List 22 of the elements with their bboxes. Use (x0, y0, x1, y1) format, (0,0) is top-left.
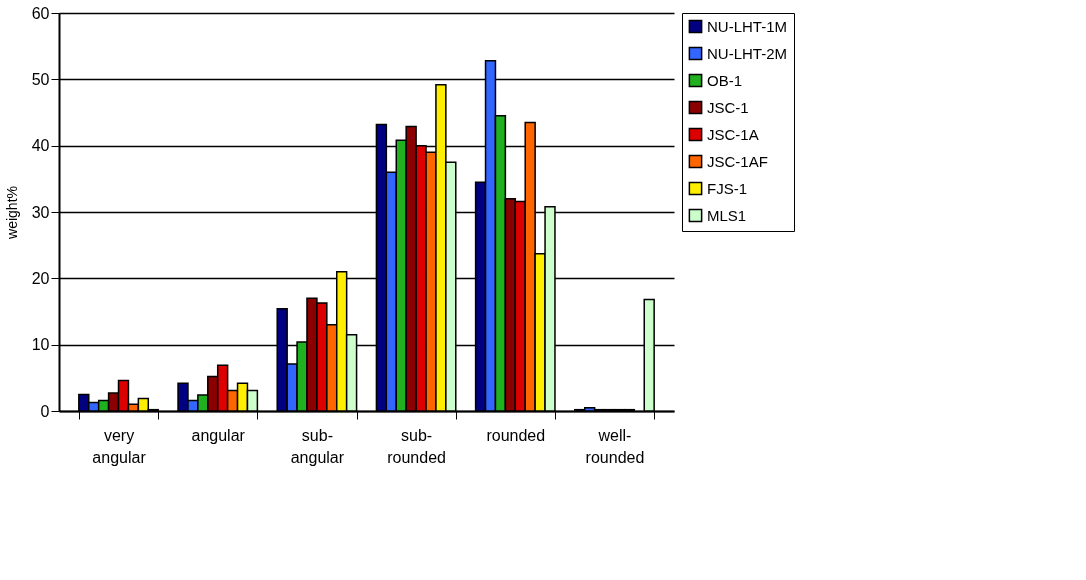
x-tick-label: very angular (92, 426, 147, 466)
x-tick-label: well-rounded (585, 426, 645, 466)
legend-label: FJS-1 (707, 179, 748, 197)
legend-label: NU-LHT-1M (707, 17, 788, 35)
legend-label: JSC-1 (707, 98, 749, 116)
y-tick-label: 20 (31, 269, 50, 287)
legend-label: MLS1 (707, 206, 747, 224)
y-axis-title: weight% (3, 186, 20, 240)
legend-label: NU-LHT-2M (707, 44, 788, 62)
legend-label: JSC-1AF (707, 152, 768, 170)
y-tick-label: 60 (31, 4, 50, 22)
x-tick-label: sub-rounded (387, 426, 446, 466)
y-tick-label: 10 (31, 336, 50, 354)
x-tick-label: rounded (486, 426, 546, 444)
legend-label: JSC-1A (707, 125, 759, 143)
y-tick-label: 40 (31, 137, 50, 155)
y-tick-label: 30 (31, 203, 50, 221)
x-tick-label: angular (191, 426, 246, 444)
legend-label: OB-1 (707, 71, 743, 89)
y-tick-label: 50 (31, 70, 50, 88)
y-tick-label: 0 (40, 402, 50, 420)
x-tick-label: sub-angular (290, 426, 345, 466)
